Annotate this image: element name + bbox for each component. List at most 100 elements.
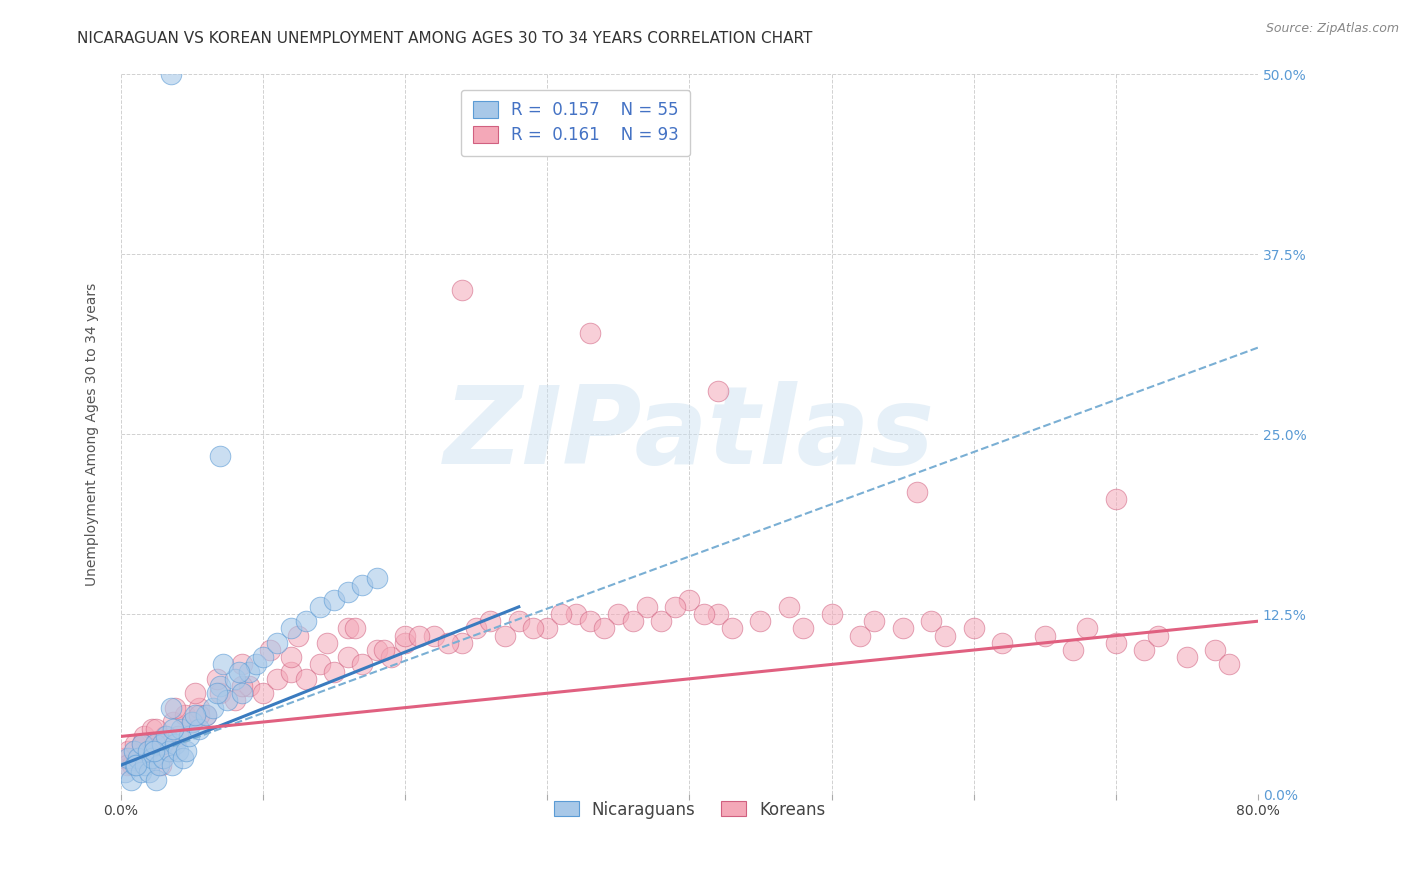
Point <box>280 650 302 665</box>
Point <box>188 723 211 737</box>
Point <box>820 607 842 621</box>
Point <box>184 686 207 700</box>
Point <box>188 707 211 722</box>
Point <box>465 622 488 636</box>
Point <box>128 751 150 765</box>
Point <box>163 700 186 714</box>
Point <box>159 700 181 714</box>
Point <box>316 636 339 650</box>
Point <box>422 629 444 643</box>
Point <box>124 758 146 772</box>
Point <box>209 686 232 700</box>
Point <box>792 622 814 636</box>
Legend: Nicaraguans, Koreans: Nicaraguans, Koreans <box>547 794 832 825</box>
Point <box>962 622 984 636</box>
Point <box>209 449 232 463</box>
Point <box>153 730 176 744</box>
Point <box>157 744 180 758</box>
Point <box>1033 629 1056 643</box>
Point <box>323 592 346 607</box>
Point <box>141 751 163 765</box>
Point <box>707 384 730 398</box>
Point <box>166 744 188 758</box>
Text: NICARAGUAN VS KOREAN UNEMPLOYMENT AMONG AGES 30 TO 34 YEARS CORRELATION CHART: NICARAGUAN VS KOREAN UNEMPLOYMENT AMONG … <box>77 31 813 46</box>
Point <box>1204 643 1226 657</box>
Point <box>1175 650 1198 665</box>
Point <box>294 672 316 686</box>
Point <box>131 737 153 751</box>
Point <box>145 772 167 787</box>
Point <box>436 636 458 650</box>
Point <box>621 614 644 628</box>
Point <box>142 744 165 758</box>
Point <box>1105 636 1128 650</box>
Point <box>149 758 172 772</box>
Point <box>114 765 136 780</box>
Point <box>650 614 672 628</box>
Point <box>172 751 194 765</box>
Point <box>849 629 872 643</box>
Point <box>1105 491 1128 506</box>
Point <box>337 650 360 665</box>
Point <box>212 657 235 672</box>
Point <box>579 326 602 341</box>
Point <box>664 599 686 614</box>
Point <box>352 578 374 592</box>
Point <box>169 723 191 737</box>
Text: Source: ZipAtlas.com: Source: ZipAtlas.com <box>1265 22 1399 36</box>
Point <box>536 622 558 636</box>
Point <box>138 765 160 780</box>
Point <box>1133 643 1156 657</box>
Point <box>115 758 138 772</box>
Point <box>337 622 360 636</box>
Point <box>209 679 232 693</box>
Point <box>366 643 388 657</box>
Point <box>145 737 167 751</box>
Point <box>294 614 316 628</box>
Point <box>121 758 143 772</box>
Point <box>207 672 229 686</box>
Point <box>337 585 360 599</box>
Point <box>266 636 288 650</box>
Point <box>141 723 163 737</box>
Point <box>366 571 388 585</box>
Point <box>155 730 177 744</box>
Point <box>177 730 200 744</box>
Point <box>352 657 374 672</box>
Point <box>1076 622 1098 636</box>
Point <box>991 636 1014 650</box>
Text: ZIPatlas: ZIPatlas <box>444 381 935 487</box>
Point <box>245 657 267 672</box>
Point <box>1147 629 1170 643</box>
Point <box>124 737 146 751</box>
Point <box>132 730 155 744</box>
Point <box>127 751 149 765</box>
Point <box>749 614 772 628</box>
Point <box>1218 657 1240 672</box>
Point <box>934 629 956 643</box>
Point <box>252 686 274 700</box>
Point <box>112 751 135 765</box>
Point <box>125 758 148 772</box>
Point <box>564 607 586 621</box>
Point <box>120 772 142 787</box>
Point <box>308 657 330 672</box>
Point <box>129 765 152 780</box>
Point <box>394 629 416 643</box>
Point <box>905 484 928 499</box>
Point <box>173 707 195 722</box>
Point <box>494 629 516 643</box>
Point <box>134 758 156 772</box>
Point <box>163 737 186 751</box>
Point <box>607 607 630 621</box>
Point <box>280 622 302 636</box>
Point <box>122 744 145 758</box>
Point <box>451 283 474 297</box>
Point <box>202 700 225 714</box>
Point <box>287 629 309 643</box>
Point <box>145 723 167 737</box>
Point <box>373 643 395 657</box>
Point <box>238 679 260 693</box>
Point <box>180 714 202 729</box>
Point <box>224 672 246 686</box>
